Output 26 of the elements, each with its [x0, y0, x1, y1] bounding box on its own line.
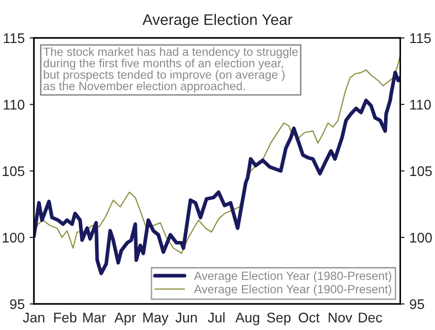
- x-tick-label: Oct: [298, 312, 320, 322]
- chart-title: Average Election Year: [142, 14, 292, 28]
- x-tick-label: Jan: [22, 312, 44, 322]
- x-tick-label: Aug: [235, 312, 260, 326]
- x-tick-label: Nov: [328, 312, 352, 322]
- y2-tick-label: 95: [410, 299, 424, 310]
- y-tick-label: 110: [4, 100, 24, 110]
- y-tick-label: 115: [4, 33, 24, 44]
- x-tick-label: Apr: [114, 312, 136, 326]
- y2-tick-label: 110: [410, 100, 431, 110]
- y2-tick-label: 105: [410, 166, 432, 176]
- y2-tick-label: 115: [410, 33, 431, 44]
- x-tick-label: Mar: [83, 312, 106, 322]
- annotation: The stock market has had a tendency to struggle during the first five months of an election year, but prospects tended to improve (on average ) as the November election approached.: [43, 47, 298, 93]
- legend-label: Average Election Year (1900-Present): [194, 284, 392, 296]
- x-tick-label: Jun: [175, 312, 197, 322]
- x-tick-label: Dec: [358, 312, 382, 322]
- x-tick-label: Feb: [54, 312, 76, 322]
- y-tick-label: 105: [2, 166, 24, 176]
- legend-label: Average Election Year (1980-Present): [194, 271, 392, 282]
- x-tick-label: May: [143, 312, 168, 326]
- x-tick-label: Jul: [208, 312, 225, 322]
- x-tick-label: Sep: [267, 312, 291, 326]
- y-tick-label: 100: [2, 232, 24, 243]
- y2-tick-label: 100: [410, 232, 432, 243]
- y-tick-label: 95: [10, 299, 24, 310]
